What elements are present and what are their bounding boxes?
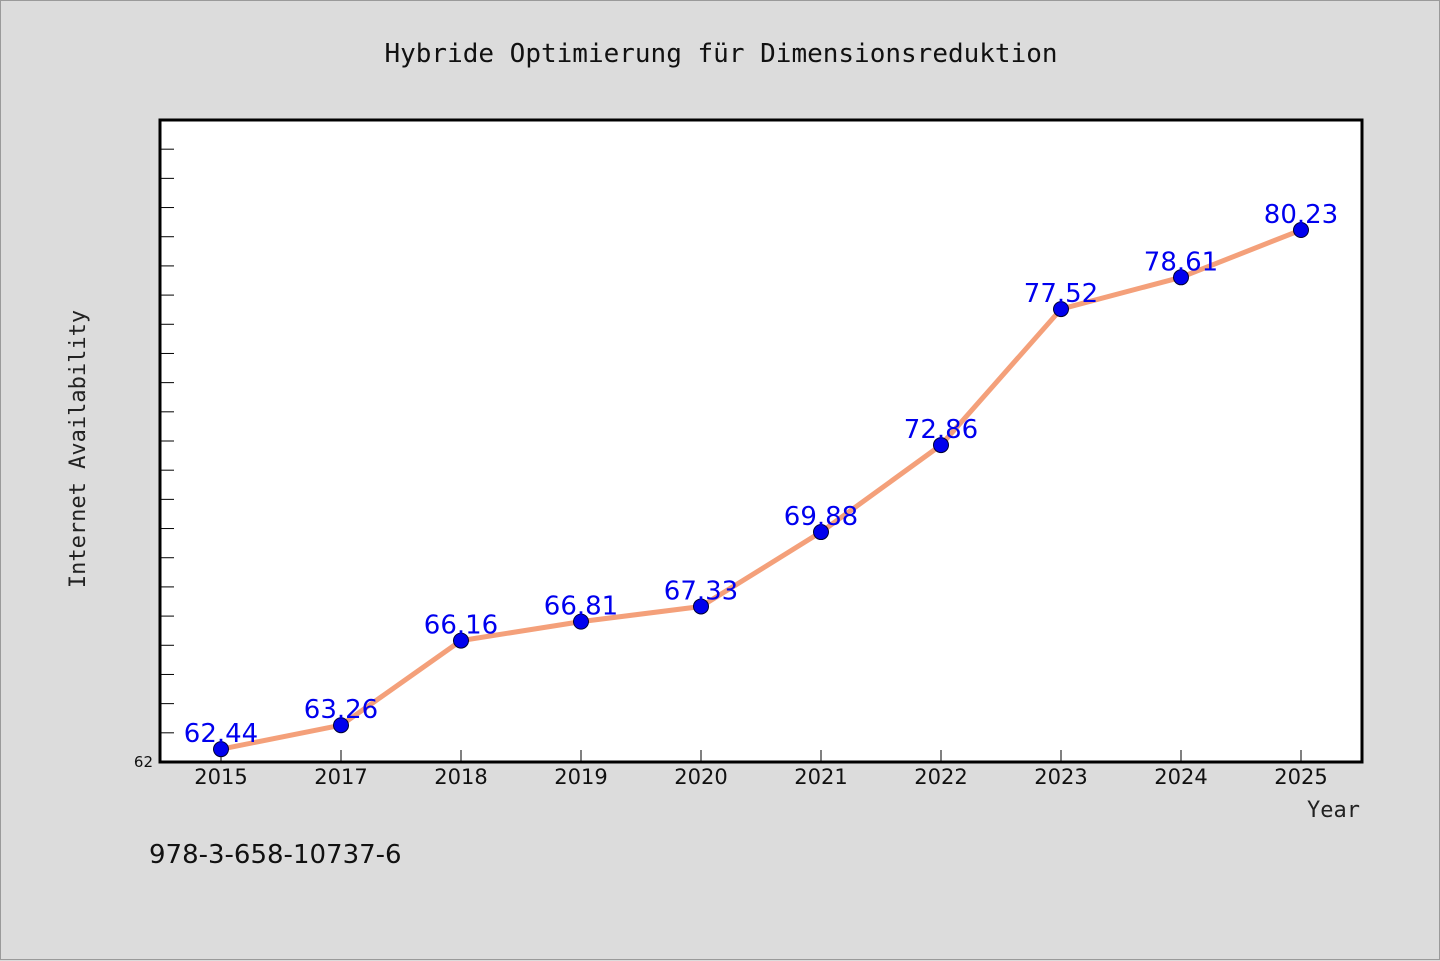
- x-tick-label: 2021: [794, 765, 847, 789]
- x-tick-label: 2024: [1154, 765, 1207, 789]
- data-point: [213, 741, 229, 758]
- data-point: [1293, 222, 1309, 239]
- x-tick-label: 2015: [194, 765, 247, 789]
- data-point: [693, 598, 709, 615]
- footer-isbn: 978-3-658-10737-6: [149, 840, 402, 870]
- data-label: 78.61: [1144, 247, 1218, 277]
- chart-title: Hybride Optimierung für Dimensionsredukt…: [384, 39, 1057, 69]
- data-label: 62.44: [184, 719, 258, 749]
- y-tick-label-min: 62: [134, 753, 153, 771]
- y-axis-label: Internet Availability: [66, 310, 91, 588]
- series-line: [218, 227, 1304, 752]
- data-point: [933, 437, 949, 454]
- y-axis-ticks: [160, 148, 174, 734]
- x-tick-label: 2020: [674, 765, 727, 789]
- data-label: 66.81: [544, 592, 618, 622]
- data-point: [453, 632, 469, 649]
- data-point: [1053, 301, 1069, 318]
- series-markers: [213, 222, 1309, 758]
- data-label: 69.88: [784, 502, 858, 532]
- data-label: 63.26: [304, 695, 378, 725]
- x-axis-tick-labels: 2015 2017 2018 2019 2020 2021 2022 2023 2024 2025: [194, 765, 1327, 789]
- data-label: 72.86: [904, 415, 978, 445]
- x-tick-label: 2018: [434, 765, 487, 789]
- data-label: 66.16: [424, 611, 498, 641]
- x-tick-label: 2022: [914, 765, 967, 789]
- data-label: 80.23: [1264, 200, 1338, 230]
- x-tick-label: 2023: [1034, 765, 1087, 789]
- data-point: [573, 613, 589, 630]
- data-label: 77.52: [1024, 279, 1098, 309]
- data-point: [333, 717, 349, 734]
- data-point: [813, 524, 829, 541]
- x-tick-label: 2019: [554, 765, 607, 789]
- plot-area: [158, 118, 1364, 764]
- data-labels: 62.44 63.26 66.16 66.81 67.33 69.88 72.86 77.52…: [184, 200, 1338, 749]
- x-axis-label: Year: [1307, 798, 1360, 823]
- x-tick-label: 2025: [1274, 765, 1327, 789]
- data-point: [1173, 269, 1189, 286]
- data-label: 67.33: [664, 576, 738, 606]
- x-tick-label: 2017: [314, 765, 367, 789]
